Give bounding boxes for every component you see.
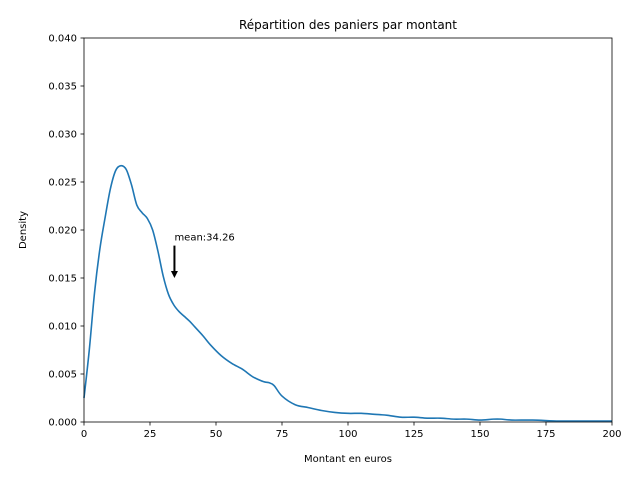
- x-tick-label: 100: [338, 429, 357, 440]
- x-tick-label: 150: [470, 429, 489, 440]
- y-tick-label: 0.020: [48, 226, 77, 237]
- x-tick-label: 75: [276, 429, 289, 440]
- y-axis-label: Density: [18, 211, 29, 249]
- mean-annotation: mean:34.26: [170, 233, 235, 278]
- x-tick-label: 25: [144, 429, 157, 440]
- x-tick-label: 175: [536, 429, 555, 440]
- y-tick-label: 0.030: [48, 130, 77, 141]
- mean-arrow-head: [170, 271, 178, 278]
- y-tick-label: 0.005: [48, 370, 77, 381]
- x-tick-label: 125: [404, 429, 423, 440]
- y-tick-label: 0.040: [48, 34, 77, 45]
- x-tick-label: 50: [210, 429, 223, 440]
- y-tick-label: 0.015: [48, 274, 77, 285]
- y-tick-label: 0.010: [48, 322, 77, 333]
- y-tick-label: 0.025: [48, 178, 77, 189]
- chart-title: Répartition des paniers par montant: [239, 18, 457, 32]
- y-tick-label: 0.000: [48, 418, 77, 429]
- y-tick-label: 0.035: [48, 82, 77, 93]
- x-axis: 0 25 50 75 100 125 150 175 200: [81, 422, 622, 440]
- mean-annotation-label: mean:34.26: [174, 233, 234, 244]
- density-series-line: [83, 164, 612, 422]
- y-axis: 0.000 0.005 0.010 0.015 0.020 0.025 0.030 0.035…: [48, 34, 84, 429]
- x-tick-label: 200: [602, 429, 621, 440]
- x-tick-label: 0: [81, 429, 87, 440]
- x-axis-label: Montant en euros: [304, 454, 392, 465]
